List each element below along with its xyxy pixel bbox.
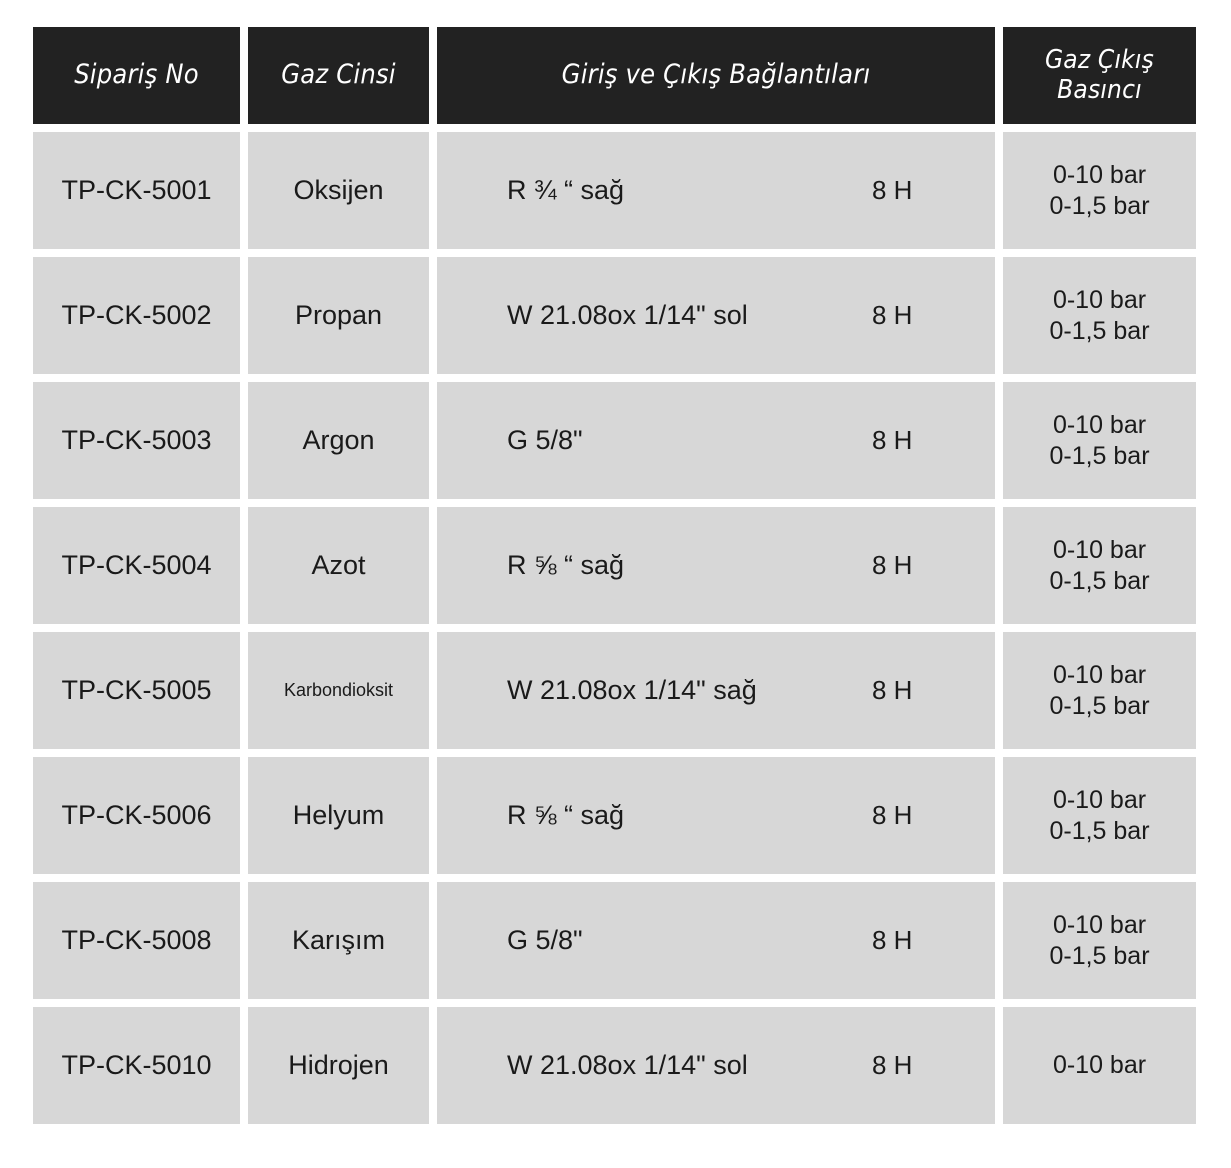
cell-connections: W 21.08ox 1/14" sol 8 H (437, 257, 995, 374)
column-header-baglantilar: Giriş ve Çıkış Bağlantıları (437, 27, 995, 124)
table-row: TP-CK-5003 Argon G 5/8" 8 H 0-10 bar 0-1,5 ba… (33, 382, 1196, 499)
cell-order-no: TP-CK-5006 (33, 757, 240, 874)
column-header-baglantilar-label: Giriş ve Çıkış Bağlantıları (561, 59, 871, 91)
pressure-range-primary: 0-10 bar (1052, 411, 1147, 439)
pressure-range-secondary: 0-1,5 bar (1049, 566, 1150, 595)
connection-thread-label: W 21.08ox 1/14" sol (507, 300, 748, 330)
gas-regulator-specification-table: Sipariş No Gaz Cinsi Giriş ve Çıkış Bağl… (33, 27, 1196, 1132)
cell-outlet-pressure: 0-10 bar 0-1,5 bar (1003, 132, 1196, 249)
connection-thread-label: W 21.08ox 1/14" sol (507, 1050, 748, 1080)
pressure-range-secondary: 0-1,5 bar (1049, 441, 1150, 470)
connection-quantity-label: 8 H (872, 175, 913, 205)
cell-order-no: TP-CK-5001 (33, 132, 240, 249)
column-header-gaz-cinsi-label: Gaz Cinsi (281, 59, 396, 91)
pressure-range-secondary: 0-1,5 bar (1049, 816, 1150, 845)
cell-outlet-pressure: 0-10 bar 0-1,5 bar (1003, 382, 1196, 499)
table-row: TP-CK-5010 Hidrojen W 21.08ox 1/14" sol 8 H… (33, 1007, 1196, 1124)
cell-connections: R ¾ “ sağ 8 H (437, 132, 995, 249)
cell-order-no: TP-CK-5004 (33, 507, 240, 624)
cell-outlet-pressure: 0-10 bar (1003, 1007, 1196, 1124)
table-row: TP-CK-5008 Karışım G 5/8" 8 H 0-10 bar 0-1,5 … (33, 882, 1196, 999)
table-header-row: Sipariş No Gaz Cinsi Giriş ve Çıkış Bağl… (33, 27, 1196, 124)
cell-order-no: TP-CK-5005 (33, 632, 240, 749)
cell-outlet-pressure: 0-10 bar 0-1,5 bar (1003, 632, 1196, 749)
connection-quantity-label: 8 H (872, 800, 913, 830)
table-row: TP-CK-5001 Oksijen R ¾ “ sağ 8 H 0-10 bar 0-1… (33, 132, 1196, 249)
connection-quantity-label: 8 H (872, 925, 913, 955)
cell-outlet-pressure: 0-10 bar 0-1,5 bar (1003, 757, 1196, 874)
cell-gas-type: Karbondioksit (248, 632, 429, 749)
cell-order-no: TP-CK-5010 (33, 1007, 240, 1124)
cell-outlet-pressure: 0-10 bar 0-1,5 bar (1003, 507, 1196, 624)
pressure-range-primary: 0-10 bar (1052, 911, 1147, 939)
column-header-gaz-cinsi: Gaz Cinsi (248, 27, 429, 124)
table-body: TP-CK-5001 Oksijen R ¾ “ sağ 8 H 0-10 bar 0-1… (33, 132, 1196, 1124)
column-header-gaz-cikis-basinci-line2: Basıncı (1057, 74, 1142, 105)
connection-thread-label: G 5/8" (507, 425, 583, 455)
cell-connections: W 21.08ox 1/14" sol 8 H (437, 1007, 995, 1124)
cell-gas-type: Propan (248, 257, 429, 374)
cell-order-no: TP-CK-5002 (33, 257, 240, 374)
cell-order-no: TP-CK-5008 (33, 882, 240, 999)
pressure-range-secondary: 0-1,5 bar (1049, 316, 1150, 345)
pressure-range-primary: 0-10 bar (1052, 536, 1147, 564)
pressure-range-secondary: 0-1,5 bar (1049, 941, 1150, 970)
cell-gas-type: Hidrojen (248, 1007, 429, 1124)
connection-thread-label: W 21.08ox 1/14" sağ (507, 675, 757, 705)
table-row: TP-CK-5005 Karbondioksit W 21.08ox 1/14" s… (33, 632, 1196, 749)
connection-thread-label: R ¾ “ sağ (507, 175, 625, 205)
connection-quantity-label: 8 H (872, 675, 913, 705)
connection-quantity-label: 8 H (872, 550, 913, 580)
connection-quantity-label: 8 H (872, 300, 913, 330)
connection-thread-label: G 5/8" (507, 925, 583, 955)
column-header-siparis-no-label: Sipariş No (74, 59, 199, 91)
table-row: TP-CK-5006 Helyum R ⅝ “ sağ 8 H 0-10 bar 0-1,… (33, 757, 1196, 874)
connection-thread-label: R ⅝ “ sağ (507, 550, 625, 580)
cell-gas-type: Azot (248, 507, 429, 624)
cell-order-no: TP-CK-5003 (33, 382, 240, 499)
cell-outlet-pressure: 0-10 bar 0-1,5 bar (1003, 257, 1196, 374)
pressure-range-primary: 0-10 bar (1052, 1051, 1147, 1080)
connection-quantity-label: 8 H (872, 425, 913, 455)
cell-connections: G 5/8" 8 H (437, 382, 995, 499)
cell-gas-type: Karışım (248, 882, 429, 999)
pressure-range-secondary: 0-1,5 bar (1049, 691, 1150, 720)
pressure-range-primary: 0-10 bar (1052, 161, 1147, 189)
column-header-gaz-cikis-basinci: Gaz Çıkış Basıncı (1003, 27, 1196, 124)
cell-connections: R ⅝ “ sağ 8 H (437, 757, 995, 874)
cell-connections: R ⅝ “ sağ 8 H (437, 507, 995, 624)
cell-gas-type: Helyum (248, 757, 429, 874)
pressure-range-secondary: 0-1,5 bar (1049, 191, 1150, 220)
cell-connections: G 5/8" 8 H (437, 882, 995, 999)
cell-outlet-pressure: 0-10 bar 0-1,5 bar (1003, 882, 1196, 999)
column-header-gaz-cikis-basinci-line1: Gaz Çıkış (1044, 45, 1155, 76)
pressure-range-primary: 0-10 bar (1052, 661, 1147, 689)
table-row: TP-CK-5004 Azot R ⅝ “ sağ 8 H 0-10 bar 0-1,5 … (33, 507, 1196, 624)
connection-thread-label: R ⅝ “ sağ (507, 800, 625, 830)
column-header-siparis-no: Sipariş No (33, 27, 240, 124)
pressure-range-primary: 0-10 bar (1052, 286, 1147, 314)
connection-quantity-label: 8 H (872, 1050, 913, 1080)
cell-gas-type: Oksijen (248, 132, 429, 249)
cell-connections: W 21.08ox 1/14" sağ 8 H (437, 632, 995, 749)
table-row: TP-CK-5002 Propan W 21.08ox 1/14" sol 8 H 0-… (33, 257, 1196, 374)
pressure-range-primary: 0-10 bar (1052, 786, 1147, 814)
cell-gas-type: Argon (248, 382, 429, 499)
